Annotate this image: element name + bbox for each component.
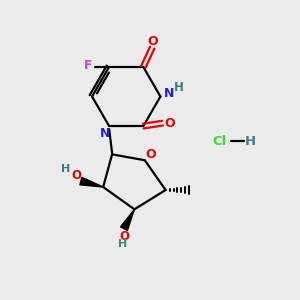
Text: O: O — [146, 148, 156, 161]
Text: F: F — [83, 59, 92, 72]
Polygon shape — [121, 209, 134, 230]
Text: O: O — [71, 169, 81, 182]
Polygon shape — [80, 177, 103, 187]
Text: H: H — [174, 81, 184, 94]
Text: O: O — [148, 34, 158, 47]
Text: O: O — [119, 230, 129, 243]
Text: Cl: Cl — [213, 135, 227, 148]
Text: N: N — [164, 87, 174, 100]
Text: H: H — [118, 239, 127, 249]
Text: O: O — [165, 117, 176, 130]
Text: H: H — [61, 164, 70, 174]
Text: N: N — [100, 127, 110, 140]
Text: H: H — [245, 135, 256, 148]
